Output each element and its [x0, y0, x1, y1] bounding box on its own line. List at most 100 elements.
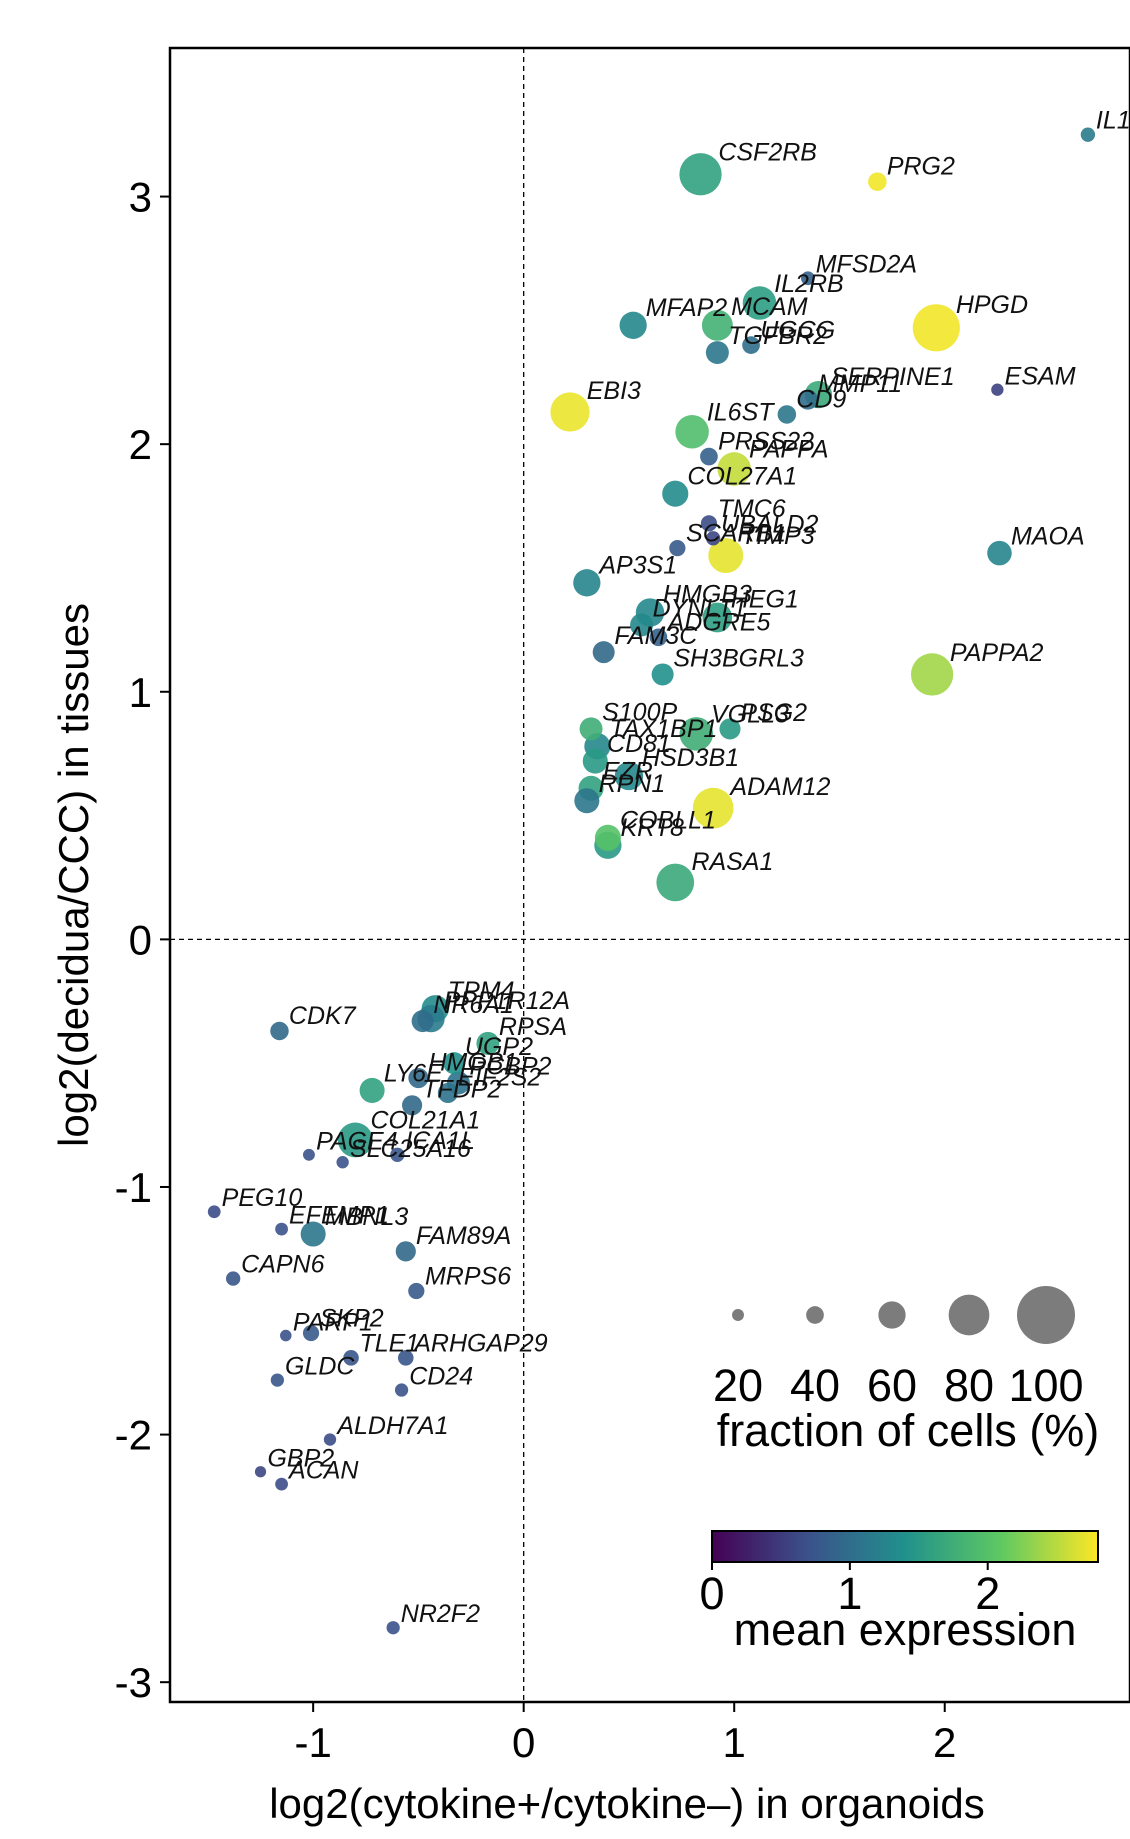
colorbar-title: mean expression	[734, 1604, 1077, 1655]
point-label: ADGRE5	[666, 608, 771, 636]
size-legend-marker	[1017, 1286, 1075, 1344]
scatter-point	[395, 1241, 416, 1262]
point-label: DYNLT1	[653, 595, 747, 623]
y-tick-label: -2	[115, 1412, 152, 1459]
scatter-point	[476, 1031, 500, 1055]
point-label: COBLL1	[620, 807, 716, 835]
size-legend-title: fraction of cells (%)	[717, 1405, 1100, 1456]
scatter-point	[991, 383, 1004, 396]
scatter-point	[411, 1010, 434, 1033]
point-label: TPM4	[448, 977, 515, 1005]
colorbar-tick-label: 0	[699, 1568, 724, 1619]
size-legend-label: 20	[713, 1360, 763, 1411]
scatter-point	[302, 1148, 315, 1161]
scatter-point	[910, 653, 954, 696]
point-label: TAX1BP1	[610, 715, 718, 743]
point-label: UGP2	[465, 1033, 533, 1061]
scatter-point	[270, 1373, 284, 1387]
point-label: AP3S1	[597, 551, 677, 579]
point-label: MAOA	[1011, 522, 1085, 550]
scatter-point	[705, 341, 729, 365]
size-legend-label: 60	[867, 1360, 917, 1411]
scatter-point	[669, 540, 686, 557]
scatter-point	[700, 515, 718, 532]
point-label: VGLL3	[711, 701, 789, 729]
scatter-point	[742, 286, 777, 320]
point-label: PARP1	[293, 1308, 373, 1336]
x-tick-label: 2	[933, 1719, 956, 1766]
scatter-point	[656, 863, 695, 902]
size-legend-marker	[948, 1294, 990, 1336]
point-label: ACAN	[287, 1457, 359, 1485]
point-label: IL6ST	[707, 399, 775, 427]
scatter-point	[649, 628, 668, 647]
size-legend-label: 80	[944, 1360, 994, 1411]
point-label: MFAP2	[646, 294, 728, 322]
point-label: FAM89A	[416, 1222, 511, 1250]
scatter-point	[692, 787, 734, 829]
scatter-point	[408, 1282, 425, 1300]
size-legend: 20 40 60 80 100	[713, 1286, 1084, 1411]
point-label: COL27A1	[687, 462, 797, 490]
scatter-point	[987, 540, 1012, 566]
y-tick-label: 1	[129, 669, 152, 716]
size-legend-label: 100	[1008, 1360, 1083, 1411]
point-label: ARHGAP29	[412, 1330, 547, 1358]
size-legend-marker	[806, 1306, 824, 1324]
point-label: FAM3C	[614, 622, 698, 650]
scatter-point	[662, 480, 689, 507]
colorbar-tick-label: 1	[837, 1568, 862, 1619]
point-label: TMC6	[718, 495, 786, 523]
x-tick-label: 1	[723, 1719, 746, 1766]
scatter-point	[592, 641, 615, 664]
point-label: MCAM	[731, 293, 808, 321]
point-label: S100P	[602, 699, 677, 727]
scatter-point	[1080, 127, 1096, 142]
point-label: TFDP2	[422, 1076, 501, 1104]
x-tick-label: -1	[294, 1719, 331, 1766]
point-label: PSG2	[740, 699, 807, 727]
scatter-point	[254, 1466, 267, 1478]
point-label: RPSA	[499, 1013, 567, 1041]
scatter-point	[630, 613, 654, 637]
scatter-point	[651, 663, 674, 686]
scatter-point	[386, 1621, 400, 1635]
scatter-point	[701, 309, 733, 341]
y-tick-label: -3	[115, 1659, 152, 1706]
scatter-point	[797, 389, 818, 410]
scatter-point	[574, 788, 600, 814]
point-label: PEG10	[222, 1184, 303, 1212]
point-label: CSF2RB	[718, 139, 817, 167]
point-label: SH3BGRL3	[673, 644, 804, 672]
scatter-point	[337, 1122, 373, 1158]
point-label: NR2F2	[401, 1600, 480, 1628]
scatter-point	[302, 1324, 320, 1342]
point-label: CD81	[607, 730, 671, 758]
point-label: GLDC	[285, 1352, 355, 1380]
point-label: MFSD2A	[816, 250, 917, 278]
plot-frame	[168, 46, 1130, 1704]
scatter-point	[614, 761, 644, 791]
scatter-point	[594, 824, 621, 851]
point-label: MRPS6	[425, 1263, 511, 1291]
scatter-point	[675, 415, 709, 449]
scatter-point	[679, 153, 722, 196]
point-label: TLE1	[359, 1330, 419, 1358]
scatter-point	[717, 452, 751, 486]
y-tick-label: 3	[129, 174, 152, 221]
point-label: CD24	[409, 1362, 473, 1390]
scatter-point	[705, 531, 721, 546]
scatter-point	[801, 271, 815, 286]
scatter-point	[619, 311, 647, 339]
scatter-point	[398, 1350, 414, 1366]
point-label: NR6A1	[433, 991, 514, 1019]
scatter-point	[742, 336, 760, 354]
scatter-point	[270, 1021, 289, 1041]
point-label: SKP2	[320, 1305, 384, 1333]
scatter-point	[679, 717, 714, 751]
point-label: HPGD	[956, 291, 1028, 319]
point-label: CDK7	[289, 1002, 357, 1030]
scatter-point	[280, 1329, 292, 1342]
scatter-point	[390, 1147, 405, 1162]
